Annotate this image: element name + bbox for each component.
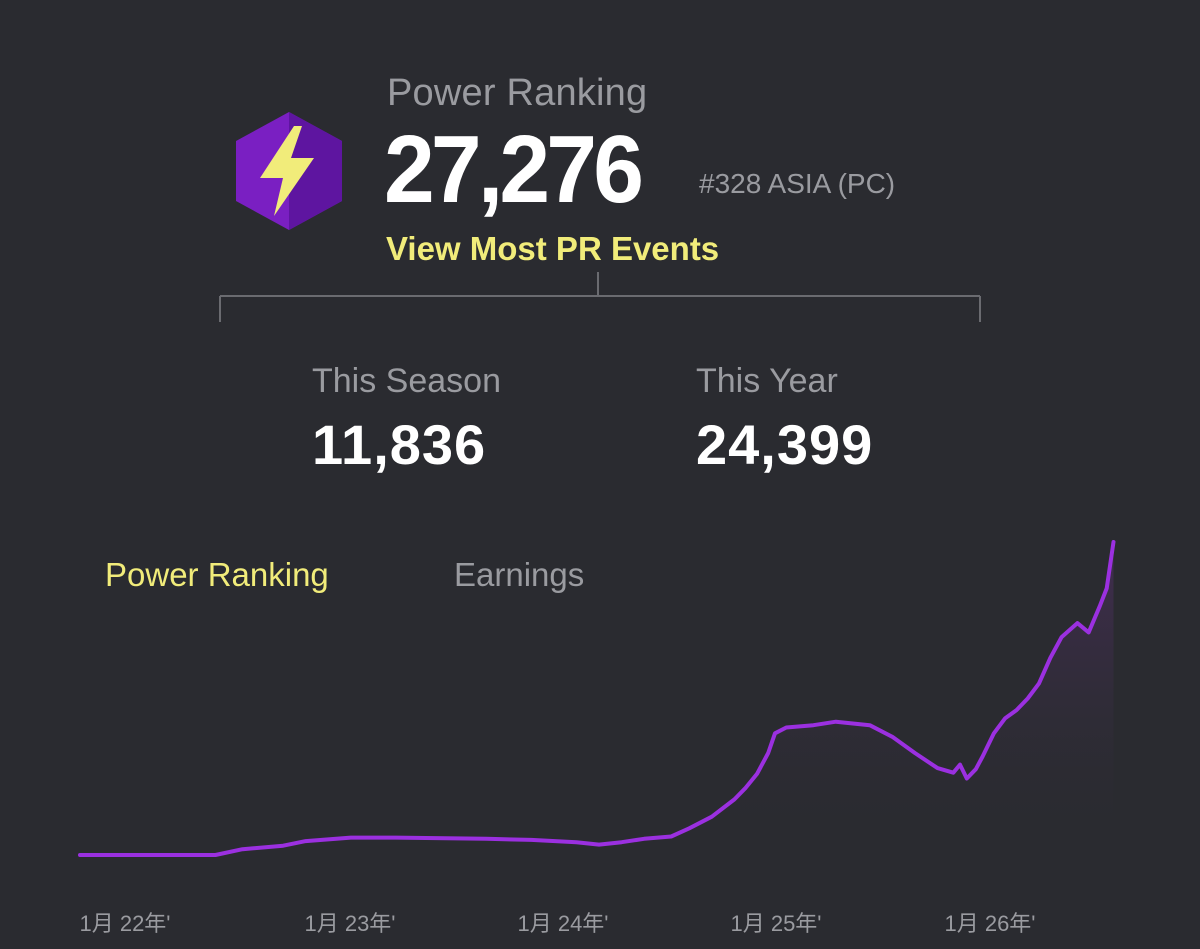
x-tick-label: 1月 25年': [730, 911, 822, 936]
power-ranking-label: Power Ranking: [387, 72, 648, 114]
x-tick-label: 1月 22年': [79, 911, 171, 936]
chart-line: [78, 540, 1116, 857]
x-tick-label: 1月 24年': [517, 911, 609, 936]
x-tick-label: 1月 26年': [944, 911, 1036, 936]
view-most-pr-events-link[interactable]: View Most PR Events: [386, 230, 720, 267]
this-year-value: 24,399: [696, 413, 874, 476]
chart-area-fill: [80, 542, 1114, 855]
lightning-bolt-icon: [236, 112, 342, 230]
regional-rank: #328 ASIA (PC): [699, 168, 896, 199]
tab-earnings[interactable]: Earnings: [454, 556, 585, 593]
power-ranking-value: 27,276: [384, 116, 644, 223]
this-season-label: This Season: [312, 362, 501, 400]
tab-power-ranking[interactable]: Power Ranking: [105, 556, 329, 593]
x-tick-label: 1月 23年': [304, 911, 396, 936]
this-year-label: This Year: [696, 362, 838, 400]
this-season-value: 11,836: [312, 413, 487, 476]
